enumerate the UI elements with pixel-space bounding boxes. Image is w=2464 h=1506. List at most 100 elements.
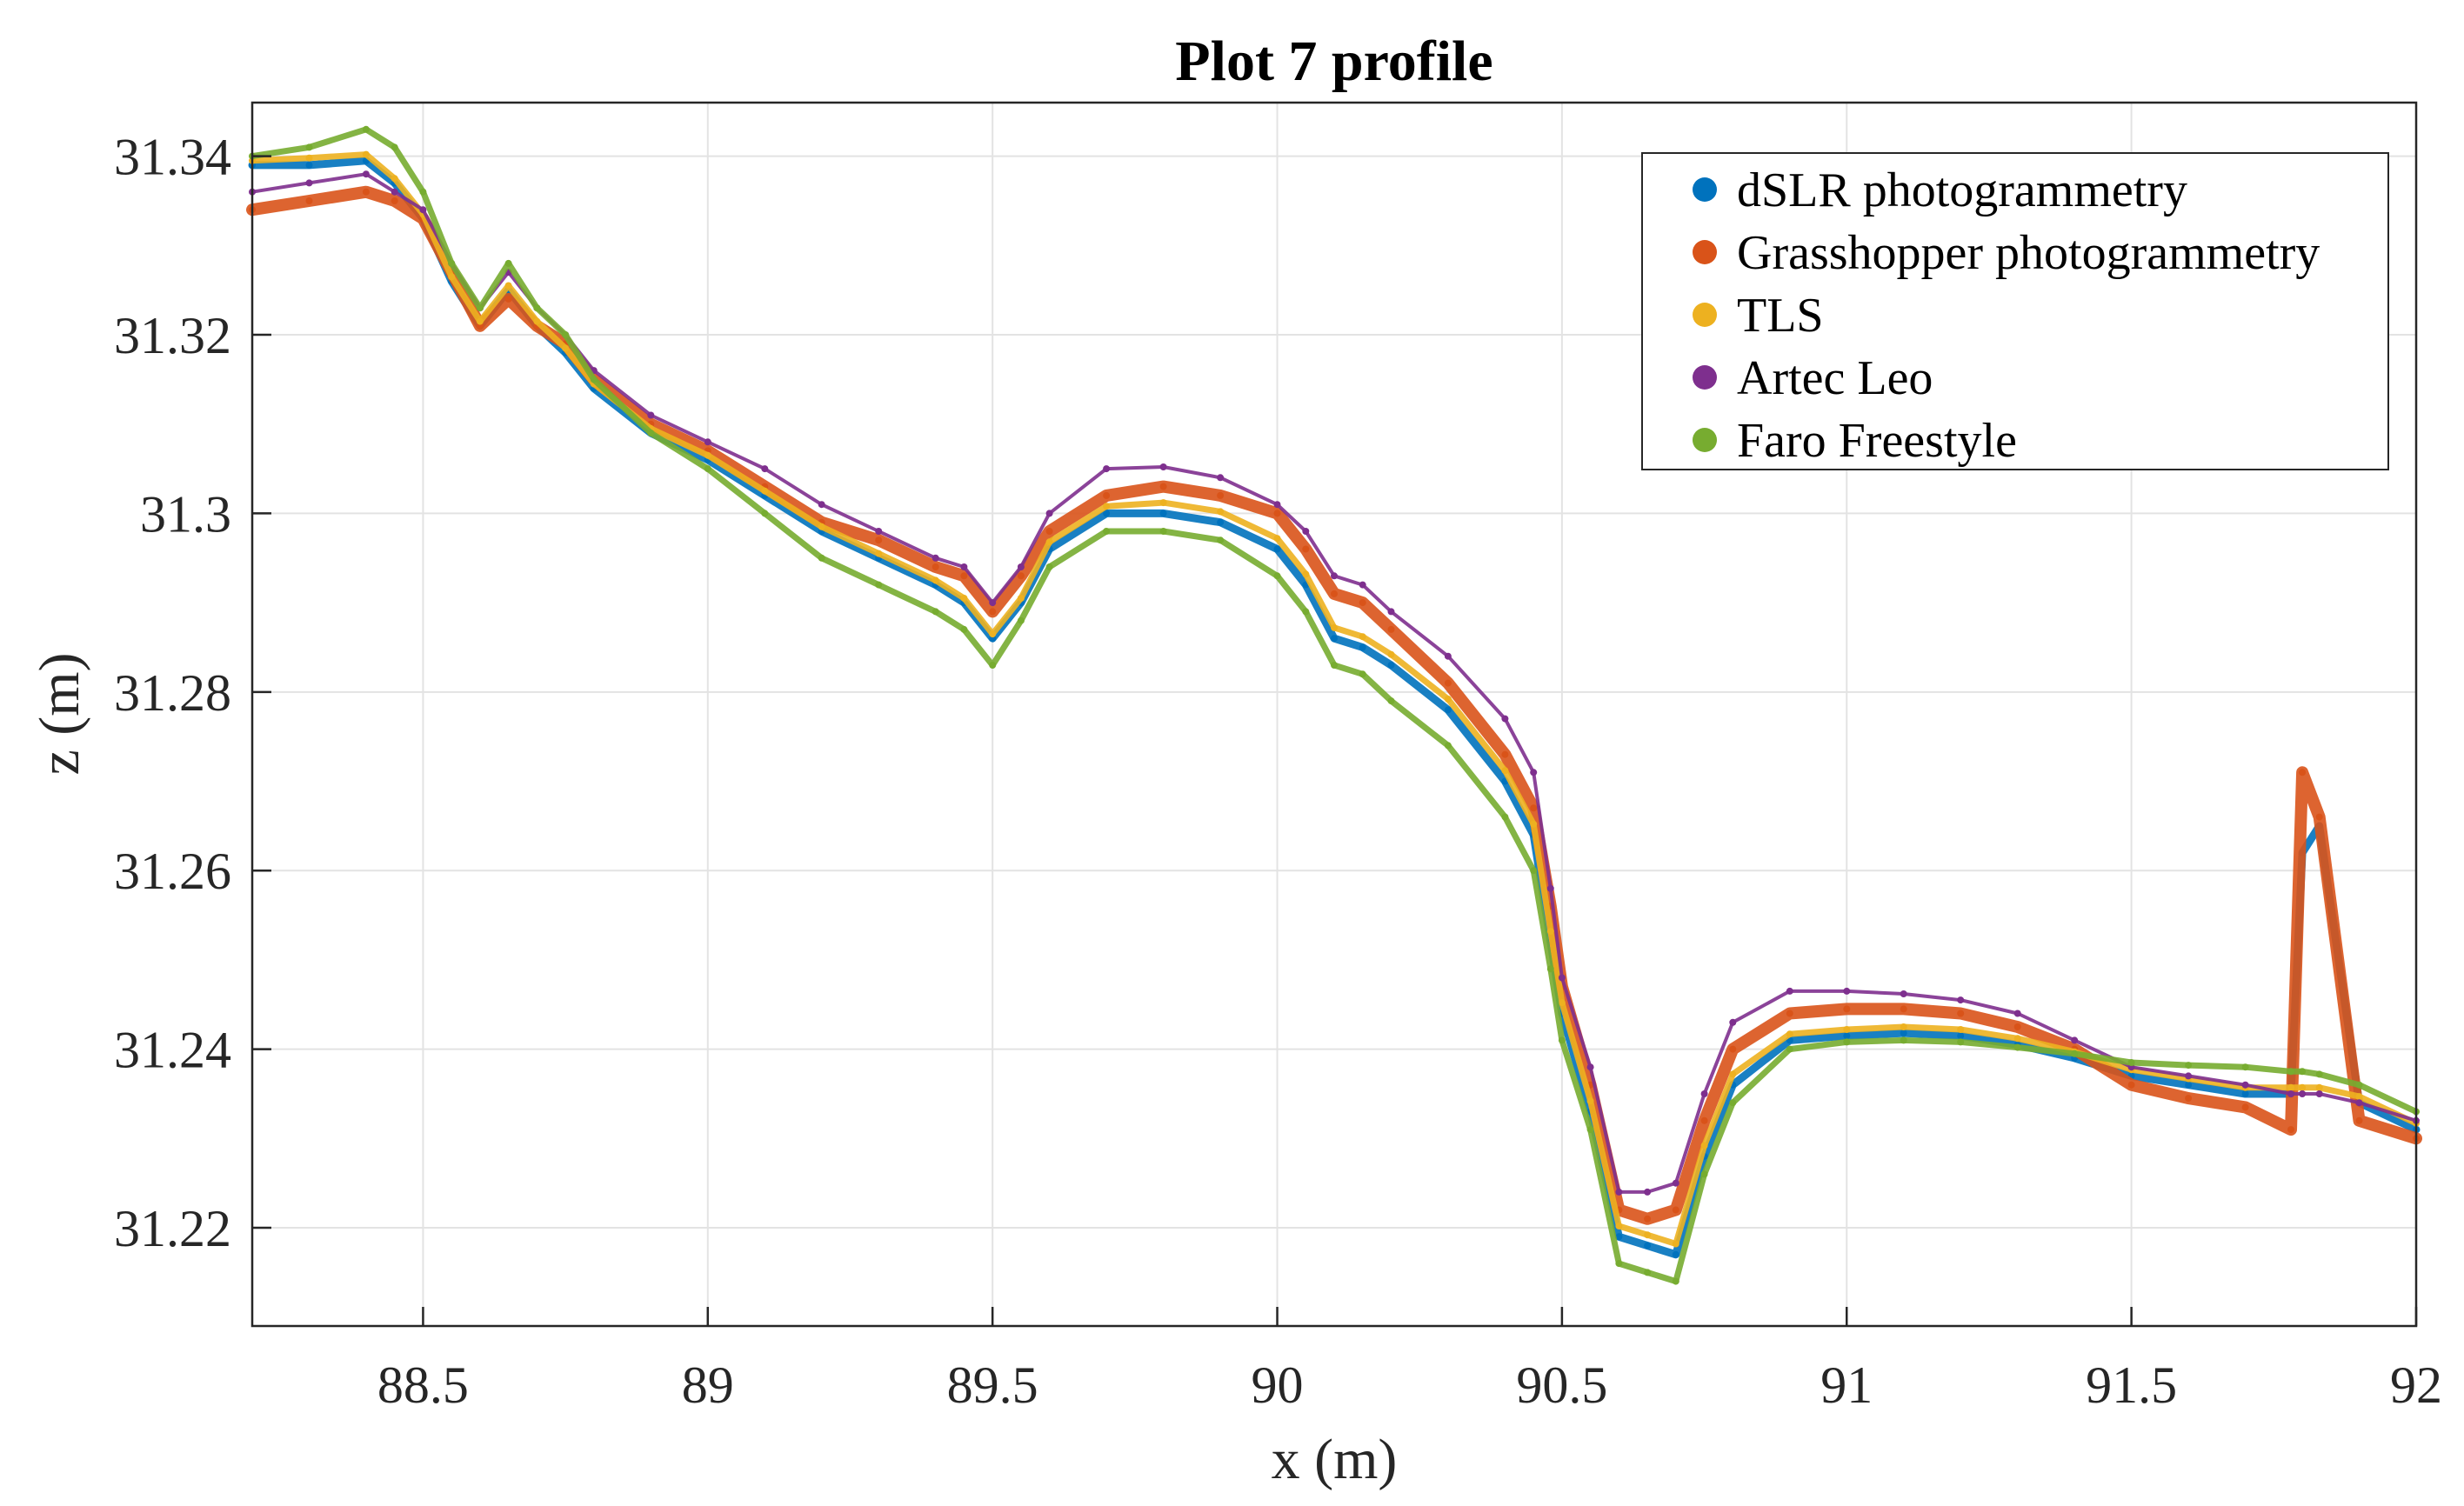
data-point — [989, 662, 997, 669]
data-point — [1729, 1045, 1737, 1053]
data-point — [1159, 510, 1167, 517]
y-tick-label: 31.3 — [140, 485, 231, 543]
data-point — [391, 197, 398, 204]
data-point — [2355, 1116, 2363, 1124]
data-point — [1103, 465, 1111, 473]
data-point — [932, 563, 939, 570]
y-axis-ticks: 31.22 31.24 31.26 31.28 31.3 31.32 31.34 — [114, 129, 271, 1257]
data-point — [504, 295, 512, 303]
data-point — [1159, 528, 1167, 535]
data-point — [476, 317, 484, 325]
data-point — [2013, 1035, 2021, 1043]
data-point — [1045, 563, 1053, 570]
data-point — [1957, 1032, 1965, 1040]
data-point — [2299, 1090, 2307, 1097]
data-point — [818, 523, 825, 530]
data-point — [1331, 572, 1338, 580]
data-point — [761, 510, 769, 517]
data-point — [1900, 1036, 1907, 1044]
data-point — [1217, 491, 1225, 499]
x-tick-label: 89 — [682, 1356, 734, 1414]
data-point — [1217, 508, 1225, 516]
data-point — [1045, 510, 1053, 517]
legend-label: Faro Freestyle — [1737, 414, 2017, 468]
data-point — [2185, 1072, 2193, 1080]
data-point — [1729, 1070, 1737, 1078]
data-point — [1729, 1018, 1737, 1026]
data-point — [647, 411, 655, 419]
data-point — [1786, 987, 1793, 995]
data-point — [305, 143, 313, 151]
data-point — [391, 175, 398, 183]
data-point — [590, 376, 598, 383]
data-point — [818, 554, 825, 562]
plot-frame — [250, 101, 2418, 1328]
data-point — [1331, 662, 1338, 669]
data-point — [2315, 1070, 2323, 1078]
data-point — [1900, 1030, 1907, 1037]
data-point — [875, 536, 883, 544]
data-point — [1273, 501, 1281, 509]
data-point — [1159, 499, 1167, 507]
data-point — [1017, 616, 1025, 624]
x-tick-label: 91.5 — [2086, 1356, 2177, 1414]
data-point — [1957, 996, 1965, 1004]
data-point — [1359, 581, 1366, 589]
data-point — [875, 550, 883, 557]
data-point — [2127, 1059, 2135, 1066]
data-point — [1273, 572, 1281, 580]
data-point — [1615, 1188, 1623, 1196]
data-point — [1644, 1188, 1652, 1196]
data-point — [875, 581, 883, 589]
data-point — [1045, 528, 1053, 535]
data-point — [1615, 1223, 1623, 1229]
data-point — [1159, 463, 1167, 470]
data-point — [2355, 1081, 2363, 1089]
data-point — [1672, 1206, 1679, 1214]
data-point — [1359, 670, 1366, 678]
data-point — [761, 465, 769, 473]
data-point — [1843, 1005, 1851, 1013]
data-point — [1359, 599, 1366, 607]
data-point — [504, 282, 512, 290]
data-point — [761, 487, 769, 495]
data-point — [1843, 1026, 1851, 1033]
data-point — [2315, 1083, 2323, 1091]
data-point — [391, 188, 398, 196]
data-point — [448, 259, 456, 267]
legend-marker — [1693, 428, 1717, 452]
data-point — [960, 625, 968, 633]
series-faro-freestyle — [249, 125, 2420, 1285]
data-point — [1103, 503, 1111, 510]
data-point — [533, 317, 541, 325]
data-point — [932, 576, 939, 584]
data-point — [1900, 1005, 1907, 1013]
data-point — [1586, 1063, 1594, 1071]
data-point — [1387, 625, 1395, 633]
legend-label: TLS — [1737, 289, 1824, 343]
data-point — [1159, 483, 1167, 490]
data-point — [2299, 1083, 2307, 1091]
data-point — [1273, 535, 1281, 543]
data-point — [1331, 623, 1338, 631]
data-point — [2241, 1081, 2249, 1089]
data-point — [1217, 474, 1225, 482]
data-point — [1957, 1026, 1965, 1033]
data-point — [1273, 510, 1281, 517]
data-point — [1302, 570, 1310, 578]
data-point — [2013, 1010, 2021, 1017]
data-point — [1558, 1036, 1566, 1044]
data-point — [647, 430, 655, 436]
data-point — [1103, 528, 1111, 535]
data-point — [1017, 572, 1025, 580]
data-point — [362, 125, 370, 133]
data-point — [1700, 1090, 1708, 1097]
data-point — [2315, 813, 2323, 821]
data-point — [305, 154, 313, 162]
data-point — [1217, 536, 1225, 544]
legend: dSLR photogrammetry Grasshopper photogram… — [1641, 152, 2389, 470]
data-point — [1387, 697, 1395, 705]
data-point — [1644, 1231, 1652, 1239]
data-point — [1672, 1277, 1679, 1285]
data-point — [989, 608, 997, 616]
